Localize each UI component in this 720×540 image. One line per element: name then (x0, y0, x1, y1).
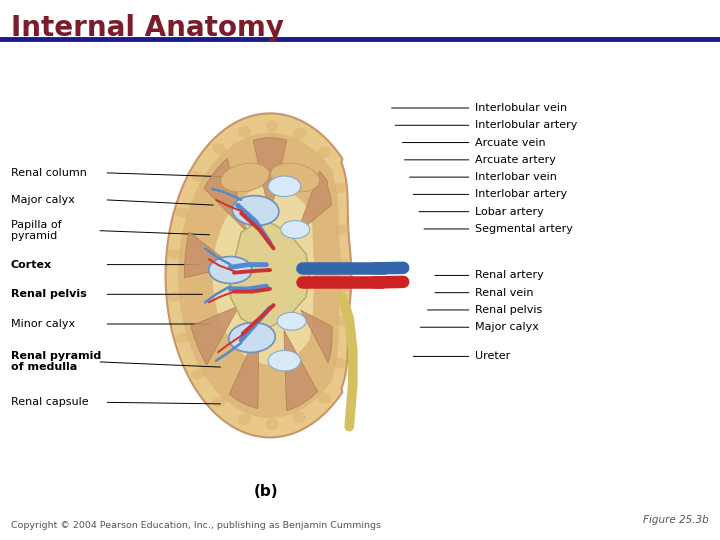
Polygon shape (184, 232, 234, 278)
Text: Segmental artery: Segmental artery (475, 224, 573, 234)
Ellipse shape (167, 292, 183, 302)
Text: Major calyx: Major calyx (11, 195, 75, 205)
Text: Renal pyramid
of medulla: Renal pyramid of medulla (11, 351, 101, 373)
Text: Figure 25.3b: Figure 25.3b (644, 515, 709, 525)
Text: Arcuate artery: Arcuate artery (475, 155, 556, 165)
Text: Renal vein: Renal vein (475, 288, 534, 298)
Ellipse shape (212, 396, 226, 408)
Text: Minor calyx: Minor calyx (11, 319, 75, 329)
Text: Renal pelvis: Renal pelvis (11, 289, 86, 299)
Text: Major calyx: Major calyx (475, 322, 539, 332)
Ellipse shape (293, 411, 306, 423)
Polygon shape (284, 330, 318, 411)
Ellipse shape (271, 163, 320, 192)
Polygon shape (301, 310, 332, 363)
Polygon shape (229, 329, 258, 409)
Text: Lobar artery: Lobar artery (475, 207, 544, 217)
Ellipse shape (318, 147, 331, 158)
Polygon shape (230, 219, 310, 331)
Ellipse shape (220, 163, 269, 192)
Polygon shape (166, 113, 351, 437)
Ellipse shape (333, 357, 347, 368)
Text: Internal Anatomy: Internal Anatomy (11, 14, 284, 42)
Text: Ureter: Ureter (475, 352, 510, 361)
Polygon shape (297, 171, 331, 234)
Text: Interlobar artery: Interlobar artery (475, 190, 567, 199)
Ellipse shape (318, 393, 331, 404)
Ellipse shape (175, 207, 191, 218)
Polygon shape (253, 138, 287, 217)
Polygon shape (212, 186, 315, 364)
Polygon shape (178, 133, 342, 418)
Text: Interlobular vein: Interlobular vein (475, 103, 567, 113)
Ellipse shape (337, 282, 353, 292)
Ellipse shape (333, 183, 347, 193)
Ellipse shape (334, 316, 350, 326)
Ellipse shape (269, 350, 301, 371)
Ellipse shape (191, 171, 205, 182)
Text: Papilla of
pyramid: Papilla of pyramid (11, 220, 61, 241)
Ellipse shape (212, 143, 226, 154)
Text: Interlobular artery: Interlobular artery (475, 120, 577, 130)
Text: Renal pelvis: Renal pelvis (475, 305, 542, 315)
Text: Renal capsule: Renal capsule (11, 397, 89, 407)
Ellipse shape (167, 249, 183, 259)
Ellipse shape (266, 418, 279, 430)
Ellipse shape (229, 322, 275, 353)
Text: Renal column: Renal column (11, 168, 86, 178)
Polygon shape (204, 158, 247, 232)
Ellipse shape (334, 225, 350, 235)
Ellipse shape (269, 176, 301, 197)
Ellipse shape (238, 413, 251, 425)
Text: Cortex: Cortex (11, 260, 52, 269)
Ellipse shape (233, 195, 279, 226)
Ellipse shape (281, 220, 310, 239)
Text: (b): (b) (254, 484, 279, 499)
Text: Arcuate vein: Arcuate vein (475, 138, 546, 147)
Ellipse shape (266, 120, 279, 132)
Ellipse shape (277, 312, 306, 330)
Ellipse shape (209, 256, 252, 284)
Ellipse shape (337, 259, 353, 269)
Polygon shape (191, 306, 239, 365)
Text: Interlobar vein: Interlobar vein (475, 172, 557, 182)
Ellipse shape (191, 369, 205, 380)
Ellipse shape (293, 128, 306, 139)
Ellipse shape (175, 333, 191, 343)
Text: Renal artery: Renal artery (475, 271, 544, 280)
Ellipse shape (238, 126, 251, 138)
Text: Copyright © 2004 Pearson Education, Inc., publishing as Benjamin Cummings: Copyright © 2004 Pearson Education, Inc.… (11, 521, 381, 530)
